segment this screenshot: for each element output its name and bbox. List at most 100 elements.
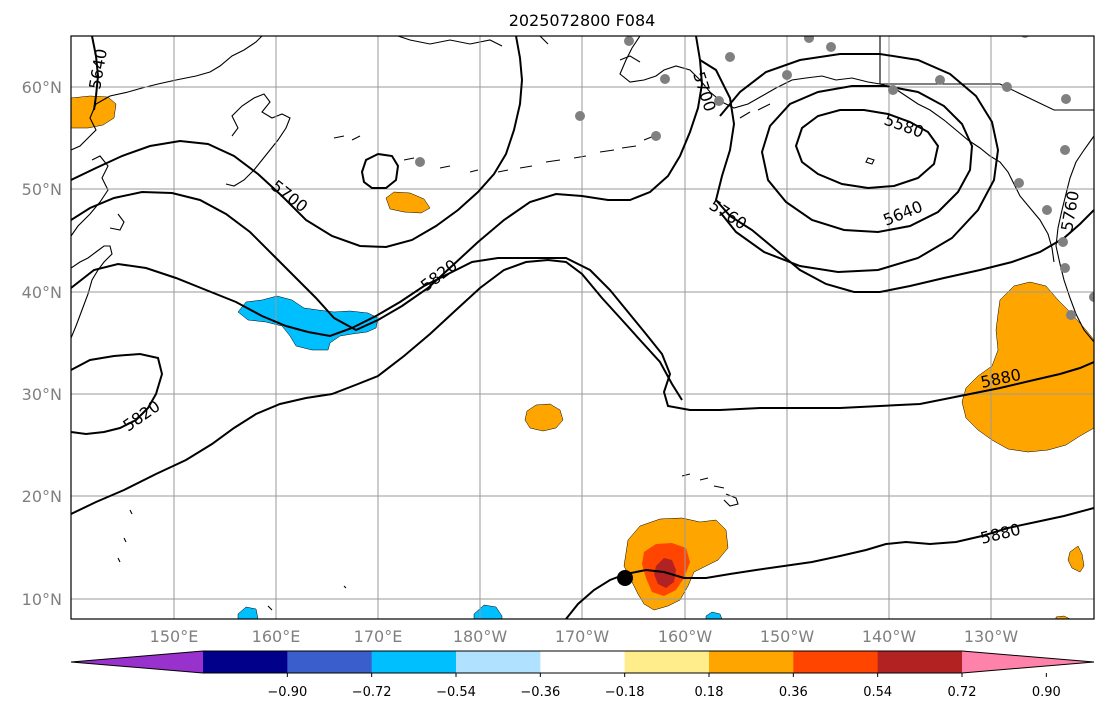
latitude-labels: 60°N 50°N 40°N 30°N 20°N 10°N <box>22 78 62 609</box>
hawaii-islands <box>681 473 739 507</box>
lat-label: 40°N <box>22 283 62 302</box>
orange-region-west <box>71 95 117 129</box>
station-dot <box>1058 237 1068 247</box>
station-dot <box>1061 94 1071 104</box>
contour-5760-west <box>71 36 704 332</box>
orange-region-mid <box>524 403 564 432</box>
japan-coastline <box>71 213 125 339</box>
station-dots <box>415 36 1094 320</box>
station-dot <box>725 52 735 62</box>
contour-5880-south <box>71 258 683 515</box>
orange-region-small-north <box>385 191 431 214</box>
lon-label: 130°W <box>964 627 1019 646</box>
colorbar-segment <box>371 651 457 673</box>
map-title: 2025072800 F084 <box>509 11 656 30</box>
lat-label: 60°N <box>22 78 62 97</box>
colorbar-segment <box>287 651 373 673</box>
lon-label: 150°E <box>150 627 199 646</box>
map-frame <box>70 35 1095 620</box>
station-dot <box>1060 263 1070 273</box>
contour-label: 5820 <box>119 396 163 435</box>
contour-label: 5760 <box>706 195 750 233</box>
lon-label: 180°W <box>453 627 508 646</box>
colorbar-tick-label: −0.54 <box>436 685 476 700</box>
contour-label: 5880 <box>978 520 1022 548</box>
station-dot <box>935 75 945 85</box>
canada-border <box>879 36 1094 111</box>
lat-label: 20°N <box>22 487 62 506</box>
lon-label: 160°W <box>658 627 713 646</box>
contour-5820-inner <box>71 352 164 436</box>
station-dot <box>660 74 670 84</box>
small-islands <box>117 157 875 611</box>
station-dot <box>1042 205 1052 215</box>
colorbar-tick-label: −0.72 <box>352 685 392 700</box>
asia-coastline <box>71 36 263 237</box>
contour-label: 5640 <box>880 197 925 230</box>
colorbar-tick-label: 0.54 <box>863 685 892 700</box>
station-dot <box>1002 82 1012 92</box>
station-dot <box>1060 145 1070 155</box>
shaded-anomaly-regions <box>71 95 1094 619</box>
station-dot <box>575 111 585 121</box>
contour-label: 5700 <box>268 176 312 216</box>
colorbar-extend-low <box>71 651 203 673</box>
lon-label: 170°W <box>555 627 610 646</box>
kamchatka-coastline <box>225 93 291 187</box>
contour-label: 5700 <box>689 69 720 114</box>
colorbar-segment <box>203 651 288 673</box>
aleutian-islands <box>333 103 771 173</box>
station-dot <box>782 70 792 80</box>
lat-label: 50°N <box>22 180 62 199</box>
contour-label: 5580 <box>882 110 927 142</box>
contour-5700-low <box>719 53 1000 274</box>
lat-label: 10°N <box>22 590 62 609</box>
contour-label: 5760 <box>1057 189 1083 232</box>
colorbar-segment <box>540 651 626 673</box>
station-dot <box>1014 178 1024 188</box>
colorbar-segment <box>456 651 541 673</box>
contour-5640-west <box>91 36 100 111</box>
siberia-coastline <box>397 36 641 63</box>
orange-region-small-east <box>1067 545 1085 573</box>
orange-region-east <box>961 281 1094 453</box>
contour-small-circle <box>360 152 400 189</box>
colorbar-tick-label: 0.72 <box>948 685 977 700</box>
lon-label: 150°W <box>760 627 815 646</box>
colorbar-extend-high <box>962 651 1094 673</box>
station-dot <box>804 36 814 43</box>
lon-label: 170°E <box>354 627 403 646</box>
colorbar-tick-label: 0.90 <box>1032 685 1061 700</box>
contour-5760-east <box>699 59 1094 293</box>
colorbar-segment <box>709 651 794 673</box>
alaska-coastline <box>619 36 1055 263</box>
colorbar-segment <box>624 651 710 673</box>
lon-label: 140°W <box>862 627 917 646</box>
longitude-labels: 150°E 160°E 170°E 180°W 170°W 160°W 150°… <box>150 627 1019 646</box>
contour-5700-west <box>71 36 524 249</box>
contour-label: 5640 <box>85 47 111 90</box>
graticule <box>71 36 1094 619</box>
north-america-coastline <box>1055 135 1094 343</box>
contour-5580-low <box>794 109 940 190</box>
colorbar-tick-label: 0.18 <box>695 685 724 700</box>
lat-label: 30°N <box>22 385 62 404</box>
colorbar-segment <box>877 651 963 673</box>
blue-region-bottom-1 <box>237 606 259 619</box>
contour-label: 5820 <box>417 256 461 296</box>
station-dot <box>1066 310 1076 320</box>
colorbar-outline <box>70 650 1095 674</box>
contour-5640-low <box>760 85 974 234</box>
station-dot <box>1089 292 1094 302</box>
colorbar-tick-label: 0.36 <box>779 685 808 700</box>
blue-region-bottom-3 <box>705 611 723 619</box>
colorbar-tick-label: −0.18 <box>605 685 645 700</box>
station-dot <box>624 36 634 46</box>
colorbar-tick-label: −0.36 <box>520 685 560 700</box>
station-dot <box>888 85 898 95</box>
lon-label: 160°E <box>252 627 301 646</box>
station-dot <box>826 42 836 52</box>
blue-region <box>237 295 379 351</box>
